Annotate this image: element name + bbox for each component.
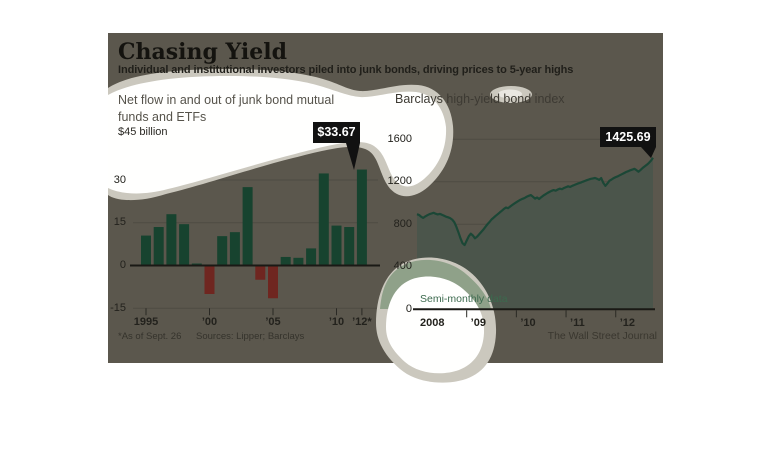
x-tick-label-left: ’05 <box>265 316 281 328</box>
bar-2002 <box>229 232 240 266</box>
paint-blob-bottom <box>376 257 497 383</box>
bar-1997 <box>166 214 177 266</box>
bar-2004 <box>255 265 266 280</box>
y-tick-label-right: 1600 <box>387 132 412 145</box>
index-line <box>416 157 654 247</box>
bar-2008 <box>306 248 317 266</box>
bar-2010 <box>331 225 342 266</box>
bar-2007 <box>293 257 304 266</box>
annotation-semi-monthly: Semi-monthly data <box>420 293 508 305</box>
x-tick-label-left: 1995 <box>133 316 159 328</box>
callout-left-pointer <box>346 143 360 170</box>
y-tick-label-right: 1200 <box>387 175 412 188</box>
footnote: *As of Sept. 26 <box>118 331 182 342</box>
page-subtitle: Individual and institutional investors p… <box>118 64 574 76</box>
blob-dot-core <box>498 89 522 99</box>
x-tick-label-left: ’12* <box>352 316 372 328</box>
y-tick-label-left: 15 <box>113 216 126 229</box>
blob-bottom-core <box>386 276 485 374</box>
index-area-fill <box>417 157 653 310</box>
bar-2000 <box>204 265 215 294</box>
bar-1996 <box>153 227 164 266</box>
x-tick-label-right: ’12 <box>619 317 636 329</box>
callout-bar-value: $33.67 <box>313 122 360 143</box>
bar-2009 <box>318 173 329 266</box>
left-axis-unit-label: $45 billion <box>118 126 168 138</box>
x-tick-label-right: ’09 <box>470 317 486 329</box>
y-tick-label-right: 400 <box>393 260 412 273</box>
x-tick-label-right: ’10 <box>520 317 536 329</box>
bar-2005 <box>268 265 278 299</box>
bar-2011 <box>344 227 355 266</box>
publisher-credit: The Wall Street Journal <box>547 330 657 342</box>
y-tick-label-right: 800 <box>393 217 412 230</box>
left-chart-title: Net flow in and out of junk bond mutual … <box>118 93 335 124</box>
x-tick-label-left: ’00 <box>201 316 218 328</box>
x-tick-label-right-2008: 2008 <box>420 317 445 329</box>
sources-line: Sources: Lipper; Barclays <box>196 331 305 342</box>
y-tick-label-left: 0 <box>119 259 126 271</box>
y-tick-label-left: 30 <box>113 173 126 186</box>
y-tick-label-right: 0 <box>405 302 412 315</box>
blob-top-core <box>108 76 447 194</box>
bar-2006 <box>280 256 291 266</box>
x-tick-label-right: ’11 <box>570 317 585 329</box>
right-chart-title: Barclays high-yield bond index <box>395 92 565 106</box>
bar-2001 <box>217 236 228 266</box>
chart-panel: Chasing Yield Individual and institution… <box>108 33 663 383</box>
bar-1995 <box>141 235 151 266</box>
paint-blob-top <box>108 69 532 201</box>
x-tick-label-left: ’10 <box>328 316 345 328</box>
y-tick-label-left: -15 <box>110 301 126 314</box>
callout-line-value: 1425.69 <box>600 127 656 147</box>
page-title: Chasing Yield <box>118 39 287 65</box>
charts-canvas <box>130 138 654 316</box>
bar-1998 <box>179 224 190 266</box>
bar-2012 <box>356 169 367 266</box>
bar-2003 <box>242 187 253 266</box>
axes-overlay <box>346 143 656 318</box>
callout-right-pointer <box>641 147 656 158</box>
